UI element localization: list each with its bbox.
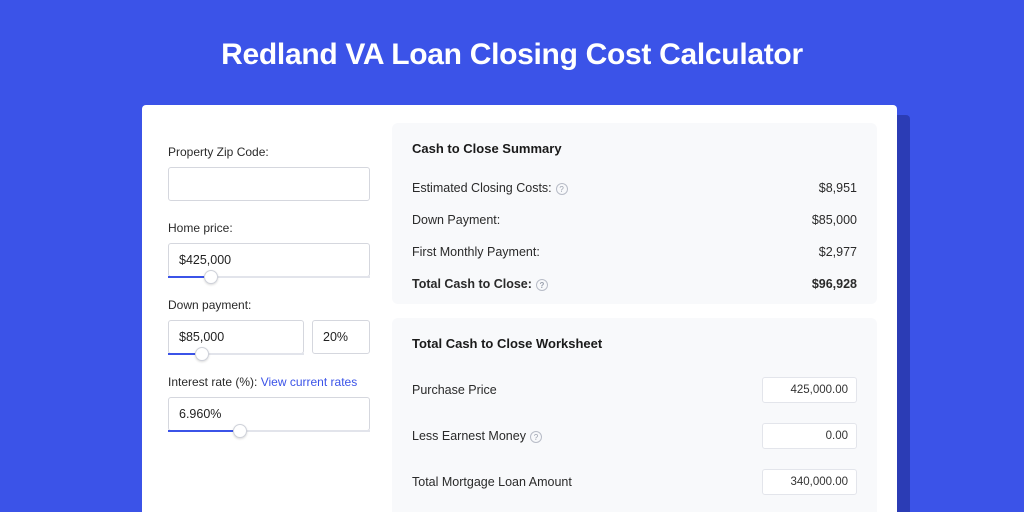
help-icon[interactable]: ?	[530, 431, 542, 443]
down-payment-slider[interactable]	[168, 353, 304, 355]
interest-field: Interest rate (%): View current rates	[168, 375, 370, 432]
worksheet-row: Total Second Mortgage Amount?	[412, 505, 857, 512]
summary-title: Cash to Close Summary	[412, 141, 857, 156]
summary-row-value: $96,928	[812, 277, 857, 291]
interest-label-row: Interest rate (%): View current rates	[168, 375, 370, 389]
worksheet-row: Total Mortgage Loan Amount	[412, 459, 857, 505]
summary-panel: Cash to Close Summary Estimated Closing …	[392, 123, 877, 304]
results-column: Cash to Close Summary Estimated Closing …	[382, 105, 897, 512]
summary-row: Estimated Closing Costs:? $8,951	[412, 172, 857, 204]
worksheet-amount-input[interactable]	[762, 423, 857, 449]
interest-label: Interest rate (%):	[168, 375, 257, 389]
worksheet-row: Less Earnest Money?	[412, 413, 857, 459]
worksheet-row-label: Total Mortgage Loan Amount	[412, 475, 572, 489]
down-payment-field: Down payment:	[168, 298, 370, 355]
worksheet-row: Purchase Price	[412, 367, 857, 413]
summary-row: Total Cash to Close:? $96,928	[412, 268, 857, 300]
summary-row-label: Down Payment:	[412, 213, 500, 227]
slider-thumb[interactable]	[204, 270, 218, 284]
home-price-input[interactable]	[168, 243, 370, 277]
zip-label: Property Zip Code:	[168, 145, 370, 159]
help-icon[interactable]: ?	[556, 183, 568, 195]
slider-thumb[interactable]	[195, 347, 209, 361]
help-icon[interactable]: ?	[536, 279, 548, 291]
worksheet-row-label: Purchase Price	[412, 383, 497, 397]
summary-row-value: $8,951	[819, 181, 857, 195]
home-price-label: Home price:	[168, 221, 370, 235]
summary-row-value: $2,977	[819, 245, 857, 259]
down-payment-label: Down payment:	[168, 298, 370, 312]
worksheet-amount-input[interactable]	[762, 377, 857, 403]
worksheet-title: Total Cash to Close Worksheet	[412, 336, 857, 351]
calculator-card: Property Zip Code: Home price: Down paym…	[142, 105, 897, 512]
page-background: Redland VA Loan Closing Cost Calculator …	[0, 0, 1024, 512]
worksheet-amount-input[interactable]	[762, 469, 857, 495]
summary-row-label: First Monthly Payment:	[412, 245, 540, 259]
interest-input[interactable]	[168, 397, 370, 431]
zip-field: Property Zip Code:	[168, 145, 370, 201]
slider-fill	[168, 430, 233, 432]
slider-fill	[168, 276, 204, 278]
home-price-slider[interactable]	[168, 276, 370, 278]
view-rates-link[interactable]: View current rates	[261, 375, 358, 389]
zip-input[interactable]	[168, 167, 370, 201]
summary-row: First Monthly Payment: $2,977	[412, 236, 857, 268]
down-payment-input[interactable]	[168, 320, 304, 354]
summary-row-value: $85,000	[812, 213, 857, 227]
page-title: Redland VA Loan Closing Cost Calculator	[0, 0, 1024, 72]
summary-row-label: Total Cash to Close:?	[412, 277, 548, 291]
worksheet-row-label: Less Earnest Money?	[412, 429, 542, 443]
inputs-column: Property Zip Code: Home price: Down paym…	[142, 105, 382, 512]
slider-thumb[interactable]	[233, 424, 247, 438]
summary-row-label: Estimated Closing Costs:?	[412, 181, 568, 195]
interest-slider[interactable]	[168, 430, 370, 432]
down-payment-pct-input[interactable]	[312, 320, 370, 354]
summary-row: Down Payment: $85,000	[412, 204, 857, 236]
slider-fill	[168, 353, 195, 355]
home-price-field: Home price:	[168, 221, 370, 278]
worksheet-panel: Total Cash to Close Worksheet Purchase P…	[392, 318, 877, 512]
